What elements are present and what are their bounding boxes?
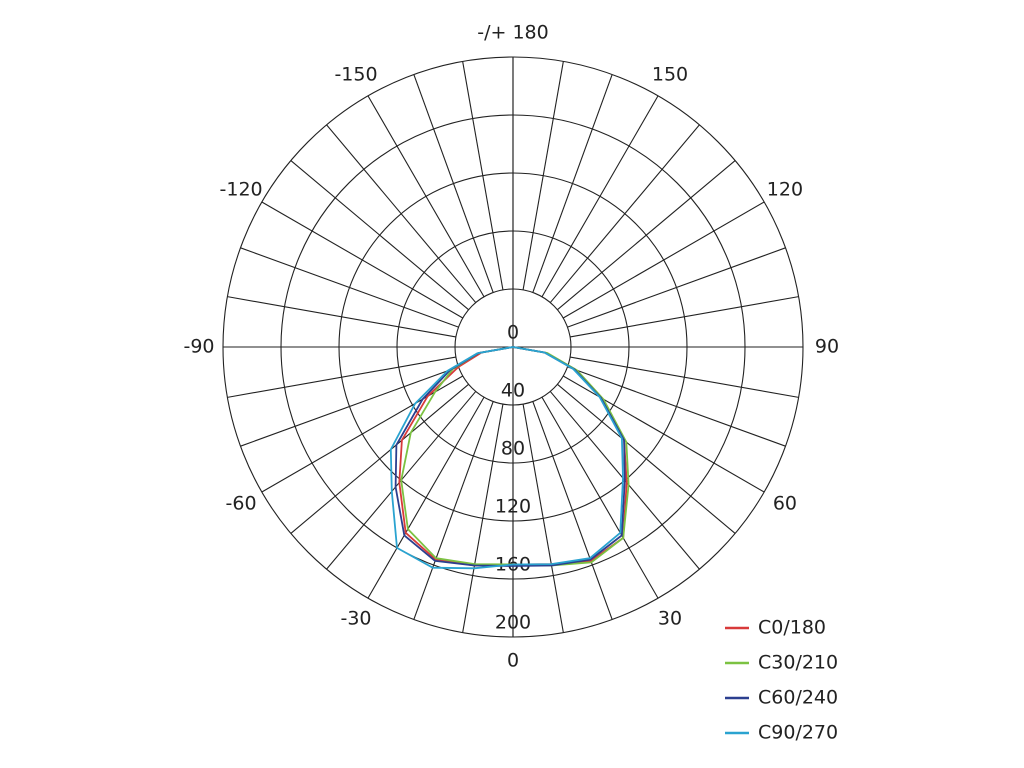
theta-tick-label: -150 xyxy=(334,64,377,86)
curve xyxy=(389,346,624,570)
theta-tick-label: 0 xyxy=(507,650,519,672)
theta-tick-label: -30 xyxy=(340,607,371,629)
legend-label: C0/180 xyxy=(758,617,826,639)
legend-label: C30/210 xyxy=(758,652,838,674)
theta-tick-label: -60 xyxy=(226,493,257,515)
legend-label: C90/270 xyxy=(758,722,838,744)
theta-tick-label: -120 xyxy=(220,179,263,201)
legend-label: C60/240 xyxy=(758,687,838,709)
theta-tick-label: 60 xyxy=(773,493,797,515)
theta-tick-label: -90 xyxy=(183,336,214,358)
theta-tick-label: 120 xyxy=(767,179,803,201)
theta-tick-label: 90 xyxy=(815,336,839,358)
theta-tick-label: -/+ 180 xyxy=(477,22,548,44)
theta-tick-label: 30 xyxy=(658,607,682,629)
theta-tick-label: 150 xyxy=(652,64,688,86)
